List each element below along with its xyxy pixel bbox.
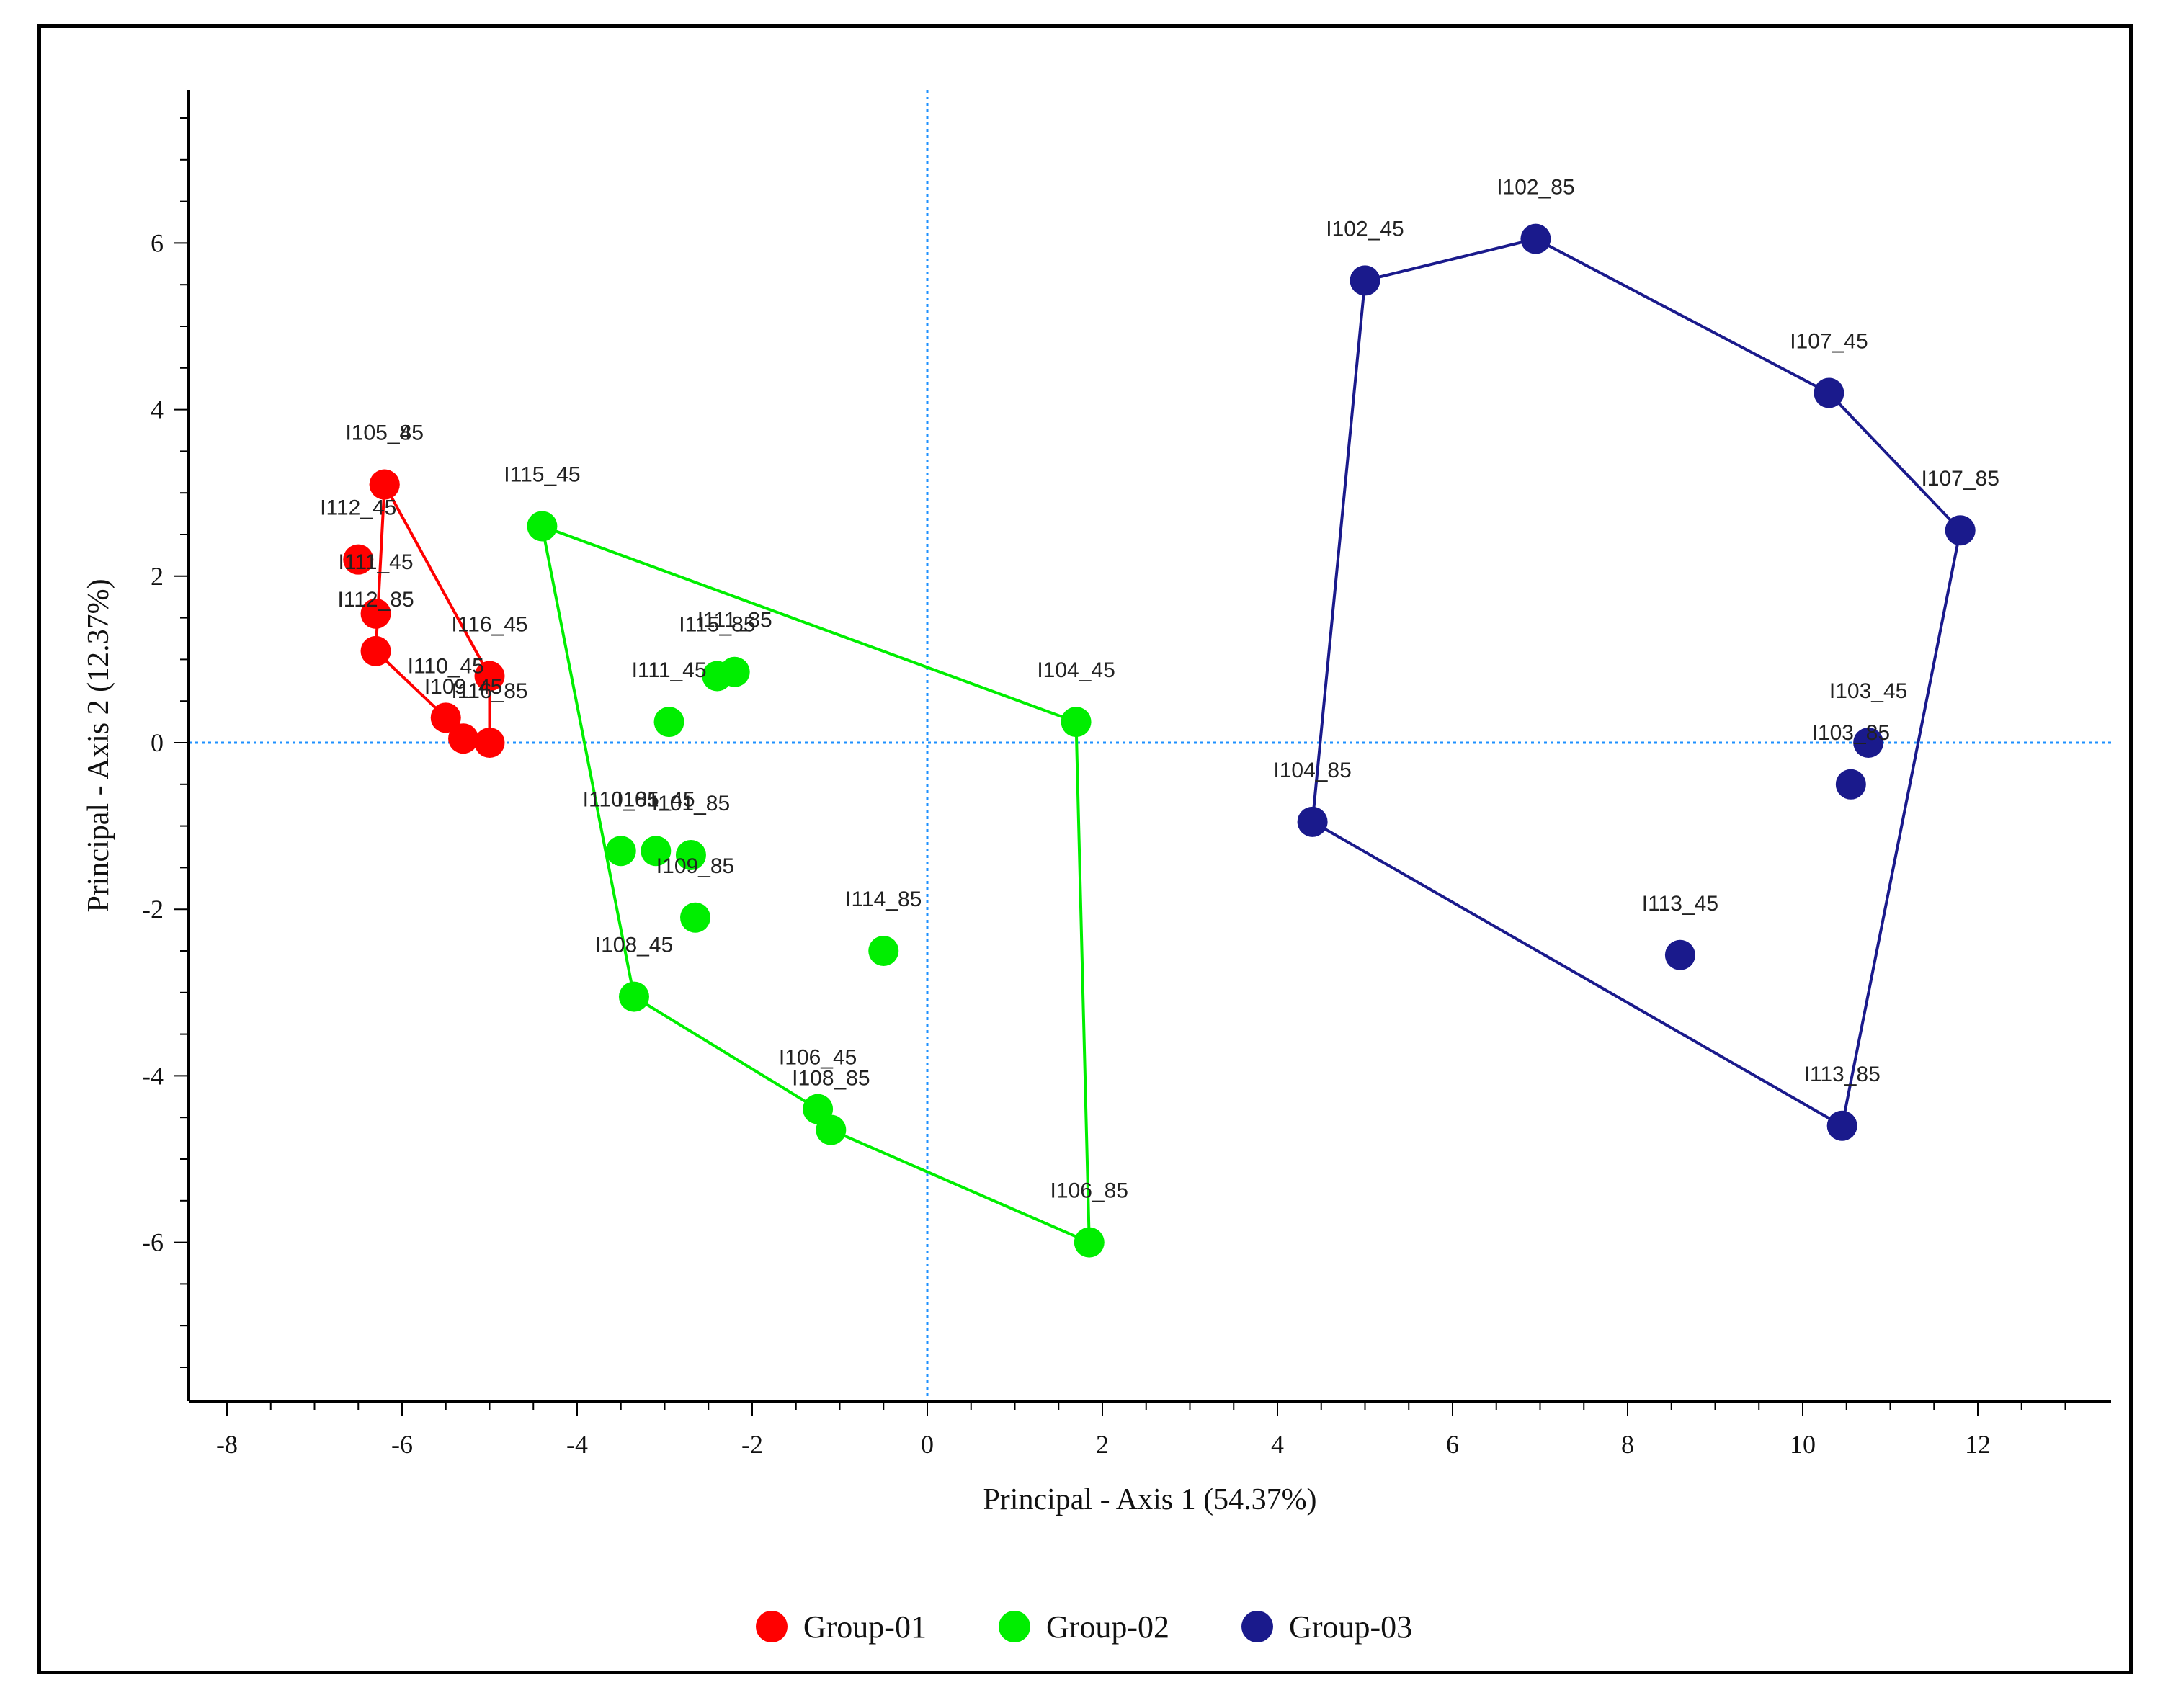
x-tick-label: -8 (216, 1430, 238, 1459)
point-label: I110_45 (408, 654, 484, 678)
point-i103_45 (1853, 728, 1884, 758)
point-label: I109_85 (656, 854, 734, 878)
legend-label: Group-02 (1045, 1609, 1170, 1645)
point-i106_85 (1074, 1227, 1105, 1258)
point-i108_45 (618, 981, 649, 1012)
point-label: I115_45 (504, 462, 580, 486)
point-label: I107_45 (1790, 329, 1868, 353)
point-label: I103_85 (1812, 721, 1890, 745)
y-tick-label: -2 (142, 895, 164, 924)
point-label: I113_85 (1804, 1063, 1881, 1086)
legend-item-group-01: Group-01 (755, 1609, 927, 1645)
point-i107_85 (1945, 515, 1976, 546)
point-i113_85 (1826, 1110, 1857, 1141)
hull-group-02 (540, 524, 1091, 1245)
point-label: I116_45 (451, 613, 527, 637)
point-label: I113_45 (1642, 892, 1718, 916)
x-tick-label: 12 (1965, 1430, 1991, 1459)
point-i111_85 (719, 656, 750, 687)
point-label: I115_85 (679, 613, 755, 637)
point-label: I109_45 (424, 675, 502, 699)
point-i101_45 (641, 836, 672, 867)
legend-marker-icon (998, 1611, 1030, 1642)
point-label: I107_85 (1921, 467, 1999, 491)
point-i111_45 (360, 598, 391, 629)
point-label: I104_45 (1037, 658, 1115, 682)
x-tick-label: -6 (391, 1430, 413, 1459)
point-label: I108_85 (792, 1067, 870, 1091)
y-axis-title: Principal - Axis 2 (12.37%) (82, 578, 115, 912)
legend-marker-icon (1241, 1611, 1274, 1642)
point-i104_45 (1061, 707, 1092, 738)
legend-item-group-02: Group-02 (998, 1609, 1170, 1645)
point-i109_85 (680, 902, 711, 933)
legend: Group-01 Group-02 Group-03 (0, 1598, 2168, 1655)
reference-lines (189, 90, 2111, 1401)
point-i104_85 (1297, 806, 1328, 837)
point-label: I105_85 (345, 421, 423, 445)
point-i114_85 (868, 936, 899, 966)
legend-label: Group-03 (1289, 1609, 1413, 1645)
point-i111_45 (653, 707, 684, 738)
point-label: I101_85 (652, 792, 730, 815)
point-label: I106_85 (1050, 1179, 1128, 1203)
point-i102_45 (1350, 265, 1380, 296)
point-i107_45 (1814, 377, 1844, 408)
legend-item-group-03: Group-03 (1241, 1609, 1412, 1645)
point-label: I110_85 (583, 787, 659, 811)
x-tick-label: -2 (741, 1430, 763, 1459)
point-i109_45 (448, 723, 479, 754)
point-i102_85 (1520, 223, 1551, 254)
point-label: I105_45 (345, 421, 423, 445)
x-tick-label: 10 (1790, 1430, 1816, 1459)
x-tick-label: 0 (921, 1430, 934, 1459)
point-label: I106_45 (779, 1046, 857, 1070)
point-label: I104_85 (1273, 759, 1351, 782)
point-label: I102_85 (1496, 176, 1574, 200)
point-label: I111_85 (697, 609, 772, 632)
figure-frame (37, 24, 2133, 1674)
x-tick-label: 8 (1621, 1430, 1634, 1459)
point-i115_45 (527, 511, 558, 542)
point-i113_45 (1664, 939, 1695, 970)
point-i112_45 (343, 544, 374, 575)
point-label: I111_45 (632, 658, 707, 682)
x-axis-title: Principal - Axis 1 (54.37%) (983, 1483, 1316, 1516)
y-tick-label: -4 (142, 1061, 164, 1090)
point-i108_85 (816, 1114, 847, 1145)
y-tick-label: -6 (142, 1228, 164, 1257)
x-tick-label: 2 (1096, 1430, 1109, 1459)
point-i116_45 (474, 661, 505, 692)
point-label: I116_85 (451, 679, 527, 703)
point-i116_85 (474, 728, 505, 758)
point-label: I108_45 (595, 934, 673, 957)
y-tick-label: 4 (151, 395, 164, 424)
point-label: I101_45 (617, 787, 695, 811)
point-label: I103_45 (1829, 679, 1907, 703)
point-label: I112_85 (337, 588, 414, 612)
y-tick-label: 6 (151, 228, 164, 257)
point-i112_85 (360, 635, 391, 666)
legend-label: Group-01 (803, 1609, 927, 1645)
point-i101_85 (675, 840, 706, 871)
point-label: I111_45 (339, 550, 414, 574)
point-i110_45 (430, 702, 461, 733)
point-label: I114_85 (845, 887, 922, 911)
y-tick-label: 2 (151, 562, 164, 591)
data-points (343, 223, 1976, 1258)
point-label: I102_45 (1326, 217, 1404, 241)
legend-marker-icon (755, 1611, 788, 1642)
point-i110_85 (605, 836, 636, 867)
x-tick-label: 6 (1446, 1430, 1459, 1459)
point-label: I112_45 (320, 496, 396, 520)
x-tick-label: 4 (1271, 1430, 1284, 1459)
y-tick-label: 0 (151, 728, 164, 757)
group-hulls (374, 237, 1962, 1245)
point-i105_85 (369, 469, 400, 500)
point-i103_85 (1835, 769, 1866, 800)
axes: -8 -6 -4 -2 0 2 4 6 8 10 12 -6 -4 -2 0 2 4 6 (142, 90, 2111, 1459)
x-tick-label: -4 (566, 1430, 588, 1459)
